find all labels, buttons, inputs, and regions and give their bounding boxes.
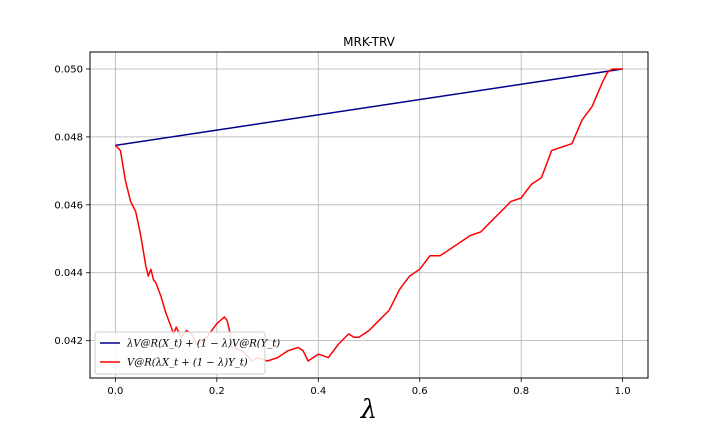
legend-entry-label: λV@R(X_t) + (1 − λ)V@R(Y_t)	[126, 339, 280, 350]
grid	[90, 52, 648, 378]
x-axis-label: λ	[360, 395, 377, 425]
series-line-2	[114, 68, 623, 362]
series-line-1	[115, 68, 623, 147]
legend-box	[94, 331, 266, 375]
y-tick-label: 0.048	[54, 132, 83, 143]
legend: λV@R(X_t) + (1 − λ)V@R(Y_t) V@R(λX_t + (1…	[94, 331, 280, 375]
x-tick-label: 0.0	[107, 386, 123, 397]
series-layer	[114, 68, 623, 362]
x-tick-label: 0.8	[513, 386, 529, 397]
x-tick-label: 0.2	[209, 386, 225, 397]
legend-entry-label: V@R(λX_t + (1 − λ)Y_t)	[127, 358, 248, 369]
x-tick-label: 0.6	[412, 386, 428, 397]
y-tick-label: 0.050	[54, 64, 83, 75]
x-tick-label: 0.4	[310, 386, 326, 397]
ticks: 0.0 0.2 0.4 0.6 0.8 1.0 0.042 0.044 0.046 0.048 0.…	[54, 64, 630, 397]
chart-title: MRK-TRV	[343, 35, 396, 49]
y-tick-label: 0.042	[54, 336, 83, 347]
x-tick-label: 1.0	[615, 386, 631, 397]
plot-frame	[89, 51, 649, 379]
y-tick-label: 0.046	[54, 200, 83, 211]
y-tick-label: 0.044	[54, 268, 83, 279]
